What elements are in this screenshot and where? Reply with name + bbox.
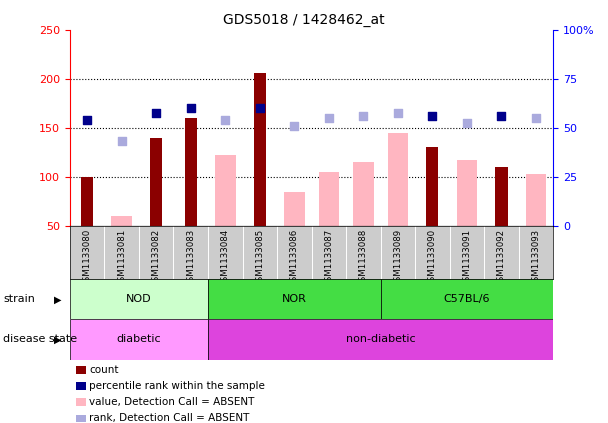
Text: ▶: ▶ <box>54 335 61 344</box>
Text: GSM1133092: GSM1133092 <box>497 229 506 287</box>
Text: strain: strain <box>3 294 35 304</box>
Bar <box>76 398 86 406</box>
Text: ▶: ▶ <box>54 294 61 304</box>
FancyBboxPatch shape <box>70 319 208 360</box>
Bar <box>185 118 197 226</box>
Bar <box>215 154 236 226</box>
Text: GSM1133090: GSM1133090 <box>428 229 437 287</box>
FancyBboxPatch shape <box>381 279 553 319</box>
Point <box>324 115 334 121</box>
Text: GSM1133080: GSM1133080 <box>83 229 92 287</box>
Text: percentile rank within the sample: percentile rank within the sample <box>89 381 265 391</box>
FancyBboxPatch shape <box>208 279 381 319</box>
Text: diabetic: diabetic <box>117 335 161 344</box>
Point <box>151 110 161 117</box>
Text: GSM1133088: GSM1133088 <box>359 229 368 287</box>
Text: GSM1133089: GSM1133089 <box>393 229 402 287</box>
Text: value, Detection Call = ABSENT: value, Detection Call = ABSENT <box>89 397 255 407</box>
Bar <box>387 133 408 226</box>
Point <box>497 113 506 120</box>
Point <box>186 105 196 112</box>
Text: GSM1133093: GSM1133093 <box>531 229 541 287</box>
Text: NOD: NOD <box>126 294 152 304</box>
Text: GSM1133084: GSM1133084 <box>221 229 230 287</box>
Text: GSM1133085: GSM1133085 <box>255 229 264 287</box>
Text: non-diabetic: non-diabetic <box>346 335 415 344</box>
Bar <box>284 192 305 226</box>
Text: GSM1133091: GSM1133091 <box>463 229 471 287</box>
Point <box>82 117 92 124</box>
Text: count: count <box>89 365 119 375</box>
Bar <box>526 174 547 226</box>
Text: GDS5018 / 1428462_at: GDS5018 / 1428462_at <box>223 13 385 27</box>
Point <box>117 137 126 144</box>
Bar <box>254 73 266 226</box>
Point <box>359 113 368 120</box>
Point <box>289 123 299 129</box>
Text: disease state: disease state <box>3 335 77 344</box>
FancyBboxPatch shape <box>70 279 208 319</box>
Point <box>462 120 472 126</box>
Point <box>221 117 230 124</box>
Point <box>393 110 402 117</box>
Bar <box>319 172 339 226</box>
Bar <box>353 162 374 226</box>
Point <box>255 105 264 112</box>
Bar <box>457 160 477 226</box>
Bar <box>111 217 132 226</box>
Bar <box>496 167 508 226</box>
Bar <box>76 382 86 390</box>
Text: C57BL/6: C57BL/6 <box>444 294 490 304</box>
Text: NOR: NOR <box>282 294 307 304</box>
Text: GSM1133087: GSM1133087 <box>324 229 333 287</box>
Text: GSM1133086: GSM1133086 <box>290 229 299 287</box>
Point <box>531 115 541 121</box>
Bar <box>150 138 162 226</box>
Text: GSM1133081: GSM1133081 <box>117 229 126 287</box>
Bar <box>426 147 438 226</box>
Bar <box>76 415 86 422</box>
Point <box>427 113 437 120</box>
Text: GSM1133083: GSM1133083 <box>186 229 195 287</box>
Text: rank, Detection Call = ABSENT: rank, Detection Call = ABSENT <box>89 413 250 423</box>
Bar <box>76 366 86 374</box>
Bar <box>81 177 93 226</box>
FancyBboxPatch shape <box>208 319 553 360</box>
Text: GSM1133082: GSM1133082 <box>152 229 161 287</box>
